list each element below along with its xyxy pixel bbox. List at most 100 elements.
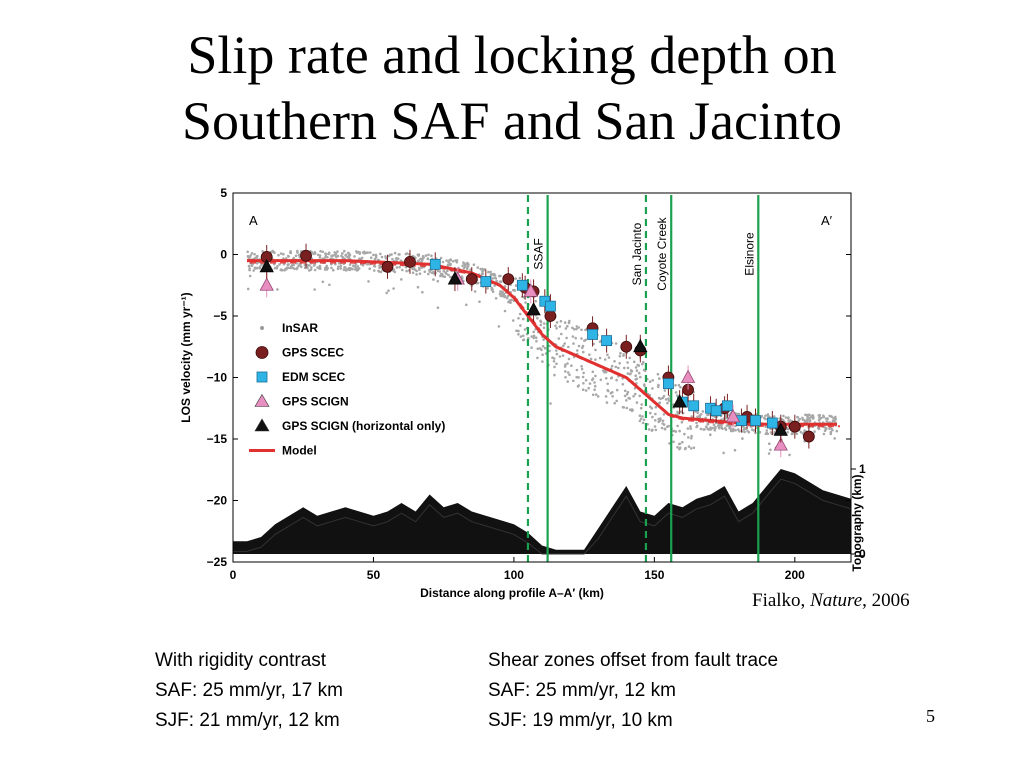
insar-dot [379, 252, 382, 256]
notes-rigidity-contrast: With rigidity contrast SAF: 25 mm/yr, 17… [155, 646, 343, 736]
insar-dot [589, 357, 593, 361]
insar-dot [272, 251, 276, 254]
insar-dot [653, 425, 657, 428]
insar-dot [656, 372, 660, 376]
edm-scec-point [663, 378, 674, 390]
corner-label-a: A [249, 213, 258, 228]
insar-dot [654, 419, 657, 422]
gps-scec-point [381, 260, 394, 273]
insar-dot [493, 274, 497, 277]
insar-dot [555, 352, 559, 356]
insar-dot [582, 371, 585, 375]
insar-dot [530, 346, 533, 349]
insar-dot [622, 354, 625, 357]
insar-dot [360, 256, 364, 260]
insar-dot [447, 273, 450, 277]
insar-dot [313, 288, 316, 291]
insar-dot [567, 345, 570, 349]
insar-dot [549, 402, 552, 405]
insar-dot [461, 276, 464, 280]
insar-dot [615, 399, 618, 403]
insar-dot [505, 296, 509, 300]
insar-dot [369, 256, 373, 259]
insar-dot [542, 322, 546, 325]
insar-dot [709, 433, 712, 436]
insar-dot [392, 268, 396, 271]
insar-dot [451, 260, 455, 263]
insar-dot [606, 353, 609, 357]
legend-label: GPS SCIGN (horizontal only) [282, 419, 445, 433]
insar-dot [517, 317, 520, 320]
insar-dot [541, 360, 544, 363]
insar-dot [316, 266, 319, 269]
insar-dot [580, 337, 583, 340]
x-tick-label: 200 [785, 568, 805, 582]
edm-scec-point [688, 400, 700, 412]
insar-dot [347, 266, 351, 270]
y-tick-label: −25 [207, 555, 228, 569]
insar-dot [635, 377, 639, 381]
insar-dot [294, 254, 298, 258]
insar-dot [252, 269, 255, 272]
insar-dot [617, 366, 620, 370]
insar-dot [494, 297, 498, 300]
insar-dot [788, 453, 791, 457]
insar-dot [750, 428, 754, 431]
insar-dot [564, 327, 568, 330]
insar-dot [568, 373, 571, 377]
insar-dot [567, 321, 571, 325]
insar-dot [420, 266, 424, 269]
insar-dot [803, 429, 806, 432]
insar-dot [542, 326, 546, 330]
insar-dot [548, 349, 551, 353]
insar-dot [472, 263, 476, 266]
gps-scign-point [773, 437, 788, 451]
insar-dot [606, 389, 609, 392]
insar-dot [594, 374, 597, 378]
insar-dot [706, 422, 710, 426]
insar-dot [369, 251, 372, 254]
insar-dot [479, 267, 483, 271]
edm-scec-point [766, 417, 778, 429]
insar-dot [540, 348, 543, 352]
insar-dot [799, 430, 803, 434]
insar-dot [640, 403, 643, 406]
fault-label: San Jacinto [630, 222, 644, 285]
insar-dot [582, 350, 585, 354]
edm-scec-point [601, 335, 613, 347]
insar-dot [534, 336, 538, 339]
insar-dot [657, 417, 660, 421]
insar-dot [661, 419, 665, 423]
insar-dot [623, 389, 627, 393]
insar-dot [258, 265, 262, 268]
insar-dot [611, 395, 614, 398]
insar-dot [605, 401, 609, 404]
insar-dot [818, 418, 821, 421]
insar-dot [543, 346, 547, 350]
insar-dot [728, 426, 731, 430]
insar-dot [292, 256, 295, 260]
insar-dot [825, 420, 829, 423]
insar-dot [594, 358, 597, 361]
insar-dot [628, 397, 632, 400]
insar-dot [632, 395, 635, 398]
page-number: 5 [926, 706, 935, 726]
insar-dot [365, 251, 368, 255]
insar-dot [638, 414, 642, 417]
insar-dot [361, 264, 365, 267]
insar-dot [553, 373, 556, 377]
insar-dot [396, 257, 400, 260]
insar-dot [666, 401, 669, 405]
insar-dot [489, 274, 493, 277]
fault-label: Coyote Creek [655, 216, 669, 290]
insar-dot [633, 392, 637, 396]
insar-dot [439, 274, 443, 277]
insar-dot [690, 415, 694, 418]
y2-axis-label: Topography (km) [850, 474, 864, 571]
insar-dot [717, 426, 721, 430]
insar-dot [555, 321, 559, 324]
insar-dot [596, 395, 600, 398]
insar-dot [743, 430, 746, 434]
gps-scec-point [788, 420, 801, 433]
insar-dot [443, 275, 447, 278]
